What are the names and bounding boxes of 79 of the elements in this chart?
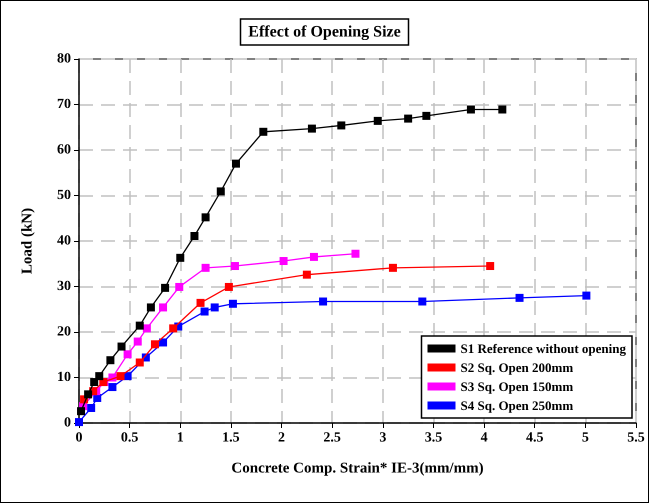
y-axis-title: Load (kN) [20, 208, 36, 274]
chart-title: Effect of Opening Size [248, 24, 401, 40]
x-tick-label: 3.5 [424, 430, 442, 446]
point [106, 356, 114, 364]
point [466, 106, 475, 114]
y-tick-label: 70 [57, 97, 71, 112]
x-tick-label: 5.5 [627, 430, 645, 446]
y-tick-label: 40 [57, 234, 71, 248]
y-tick-label: 10 [57, 370, 71, 385]
x-tick-label: 5 [582, 430, 589, 446]
point [118, 342, 126, 351]
point [124, 350, 132, 358]
point [169, 324, 178, 332]
x-tick-label: 0 [76, 430, 82, 446]
y-tick-label: 0 [64, 416, 71, 430]
point [87, 404, 96, 412]
point [95, 372, 104, 380]
legend-label: S3 Sq. Open 150mm [460, 379, 574, 394]
point [224, 282, 233, 291]
point [159, 303, 168, 312]
point [84, 390, 92, 398]
y-tick-label: 20 [57, 324, 71, 340]
point [404, 114, 412, 123]
point [210, 303, 219, 312]
x-tick-label: 1.5 [222, 430, 240, 446]
point [388, 264, 397, 272]
point [228, 300, 237, 308]
point [302, 270, 311, 279]
point [259, 128, 268, 136]
legend-label: S1 Reference without opening [460, 341, 626, 356]
point [200, 308, 209, 316]
x-axis-title: Concrete Comp. Strain* IE-3(mm/mm) [231, 460, 484, 476]
point [136, 358, 144, 366]
point [280, 257, 288, 266]
point [232, 160, 240, 168]
x-tick-label: 2.5 [323, 430, 341, 446]
x-tick-label: 1 [176, 430, 184, 446]
point [418, 298, 426, 306]
point [134, 338, 142, 346]
point [202, 213, 210, 222]
point [308, 124, 316, 133]
y-tick-label: 30 [57, 279, 71, 294]
point [498, 106, 506, 114]
point [196, 298, 205, 307]
x-tick-label: 2 [278, 430, 286, 446]
point [159, 338, 168, 346]
point [319, 298, 328, 306]
point [142, 324, 151, 332]
x-tick-label: 4 [480, 430, 488, 446]
point [374, 116, 382, 125]
y-tick-label: 80 [57, 52, 71, 66]
point [176, 254, 184, 262]
point [161, 284, 170, 292]
point [175, 282, 184, 291]
point [90, 378, 98, 386]
point [230, 262, 239, 270]
x-tick-label: 0.5 [120, 430, 138, 446]
point [136, 322, 144, 330]
point [77, 407, 86, 416]
point [310, 252, 318, 261]
point [516, 294, 524, 302]
y-tick-label: 50 [57, 188, 71, 203]
point [150, 340, 159, 348]
point [486, 262, 494, 270]
y-tick-label: 60 [57, 142, 71, 158]
point [337, 121, 346, 130]
point [116, 372, 125, 380]
point [351, 250, 360, 258]
point [190, 232, 198, 240]
point [202, 264, 210, 272]
x-tick-label: 4.5 [526, 430, 544, 446]
point [582, 292, 590, 300]
legend-label: S2 Sq. Open 200mm [460, 360, 574, 375]
point [216, 187, 225, 196]
legend-label: S4 Sq. Open 250mm [460, 398, 574, 413]
point [146, 303, 155, 312]
point [422, 112, 430, 120]
x-tick-label: 3 [379, 430, 386, 446]
point [108, 383, 116, 392]
